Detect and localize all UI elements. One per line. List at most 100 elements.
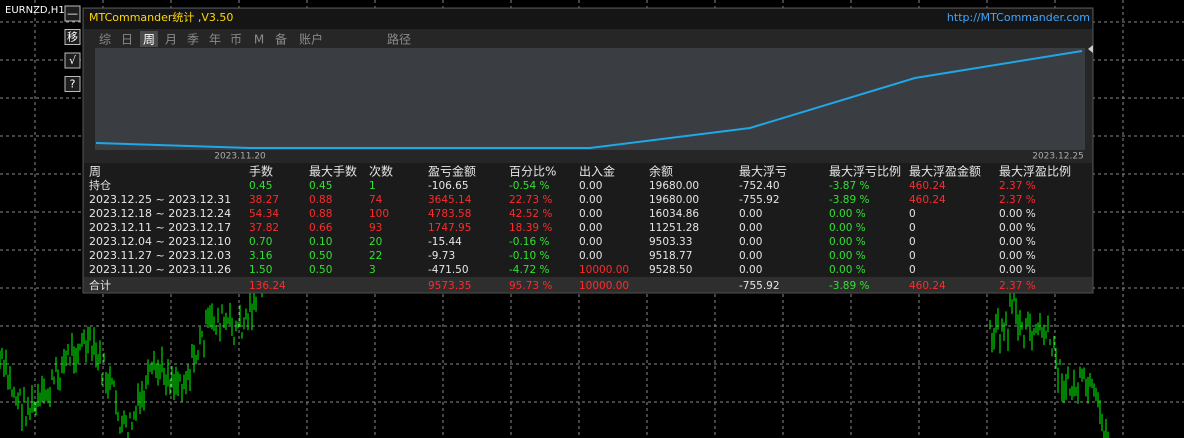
table-cell: 2023.12.04 ~ 2023.12.10	[89, 235, 231, 248]
table-cell: 0.88	[309, 208, 332, 220]
column-header: 百分比%	[509, 165, 556, 179]
table-cell: 0	[909, 236, 916, 248]
tool-button[interactable]	[64, 52, 81, 69]
table-cell: 1747.95	[428, 222, 471, 234]
table-cell: 74	[369, 194, 383, 206]
table-cell: 0.00	[579, 236, 602, 248]
table-cell: 10000.00	[579, 264, 629, 276]
table-cell: 0.00 %	[999, 222, 1036, 234]
total-cell: 2.37 %	[999, 280, 1036, 292]
link[interactable]: http://MTCommander.com	[947, 11, 1090, 24]
table-cell: 0.00 %	[829, 264, 866, 276]
column-header: 最大浮盈金额	[909, 164, 981, 179]
column-header: 手数	[249, 164, 273, 179]
tab[interactable]: 年	[209, 33, 221, 47]
total-cell: 95.73 %	[509, 280, 552, 292]
table-cell: 3.16	[249, 250, 273, 262]
tabs: 综日周月季年币 M 备账户 路径	[99, 31, 411, 47]
table-cell: 0.00 %	[999, 250, 1036, 262]
table-cell: -106.65	[428, 180, 469, 192]
table-cell: 0.10	[309, 236, 332, 248]
tab[interactable]: 备	[275, 33, 287, 47]
table-cell: 2023.11.20 ~ 2023.11.26	[89, 263, 231, 276]
total-cell: -3.89 %	[829, 280, 870, 292]
table-cell: 0	[909, 250, 916, 262]
tab[interactable]: 路径	[387, 32, 411, 47]
table-cell: 0.45	[249, 180, 272, 192]
table-cell: 37.82	[249, 222, 279, 234]
panel-title: MTCommander统计 ,V3.50	[89, 11, 233, 24]
table-body	[84, 163, 1092, 277]
tool-button[interactable]	[64, 29, 81, 45]
tab[interactable]: 季	[187, 33, 199, 47]
table-cell: 0.70	[249, 236, 272, 248]
table-cell: 0.66	[309, 222, 333, 234]
tab[interactable]: 月	[165, 33, 177, 47]
table-cell: -3.87 %	[829, 180, 870, 192]
tool-button[interactable]	[64, 5, 81, 22]
table-cell: -0.16 %	[509, 236, 550, 248]
table-cell: 0	[909, 264, 916, 276]
table-cell: 0	[909, 222, 916, 234]
column-header: 最大浮亏	[739, 165, 787, 179]
toolbar: — 移 √?	[64, 5, 81, 92]
table-cell: 2023.12.25 ~ 2023.12.31	[89, 193, 231, 206]
table-cell: -9.73	[428, 250, 455, 262]
tool-label[interactable]: —	[67, 7, 78, 20]
table-cell: 0.00 %	[829, 222, 866, 234]
tab[interactable]: 账户	[299, 32, 323, 47]
table-cell: 2023.12.18 ~ 2023.12.24	[89, 207, 231, 220]
table-cell: 9518.77	[649, 250, 692, 262]
tool-label[interactable]: 移	[67, 31, 78, 44]
total-cell: 460.24	[909, 280, 946, 292]
table-cell: 2023.11.27 ~ 2023.12.03	[89, 249, 231, 262]
table-cell: -0.10 %	[509, 250, 550, 262]
table-cell: 1.50	[249, 264, 272, 276]
panel-header	[84, 9, 1092, 29]
table-cell: 0.00 %	[999, 264, 1036, 276]
table-cell: 1	[369, 180, 376, 192]
table-cell: 460.24	[909, 194, 946, 206]
table-cell: 0.00	[739, 208, 762, 220]
table-cell: 16034.86	[649, 208, 699, 220]
table-cell: 19680.00	[649, 180, 699, 192]
table-cell: -755.92	[739, 194, 780, 206]
table-cell: 0.00	[739, 222, 762, 234]
table-cell: 0.00	[579, 180, 602, 192]
tool-button[interactable]	[64, 76, 81, 92]
total-row	[84, 277, 1092, 292]
table-cell: 0	[909, 208, 916, 220]
tab[interactable]: M	[254, 33, 264, 47]
column-header: 出入金	[579, 164, 615, 179]
column-header: 最大浮盈比例	[999, 165, 1071, 179]
table-cell: -471.50	[428, 264, 469, 276]
table-cell: 0.00	[739, 250, 762, 262]
table-cell: 0.50	[309, 264, 332, 276]
table-cell: 11251.28	[649, 222, 699, 234]
tab[interactable]: 日	[121, 33, 133, 47]
tab[interactable]: 币	[230, 33, 242, 47]
column-header: 最大浮亏比例	[829, 165, 901, 179]
table-cell: 3	[369, 264, 376, 276]
table-cell: 18.39 %	[509, 222, 552, 234]
tool-label[interactable]: √	[69, 54, 77, 67]
table-cell: 0.50	[309, 250, 332, 262]
table-cell: 0.00 %	[999, 236, 1036, 248]
tab-selected-bg	[140, 31, 158, 47]
table-cell: 0.00	[739, 264, 762, 276]
tool-label[interactable]: ?	[70, 78, 76, 91]
table-cell: 3645.14	[428, 194, 472, 206]
tab[interactable]: 周	[143, 33, 155, 47]
tab[interactable]: 综	[99, 33, 111, 47]
column-header: 周	[89, 165, 101, 179]
table-cell: 93	[369, 222, 382, 234]
table-cell: -4.72 %	[509, 264, 550, 276]
table-cell: 19680.00	[649, 194, 699, 206]
total-cell: 9573.35	[428, 280, 471, 292]
column-header: 次数	[369, 164, 393, 179]
table-cell: 0.00	[579, 222, 602, 234]
equity-line	[95, 50, 1083, 149]
chart-end-label: 2023.12.25	[1032, 152, 1084, 162]
table-cell: 0.00	[579, 250, 602, 262]
